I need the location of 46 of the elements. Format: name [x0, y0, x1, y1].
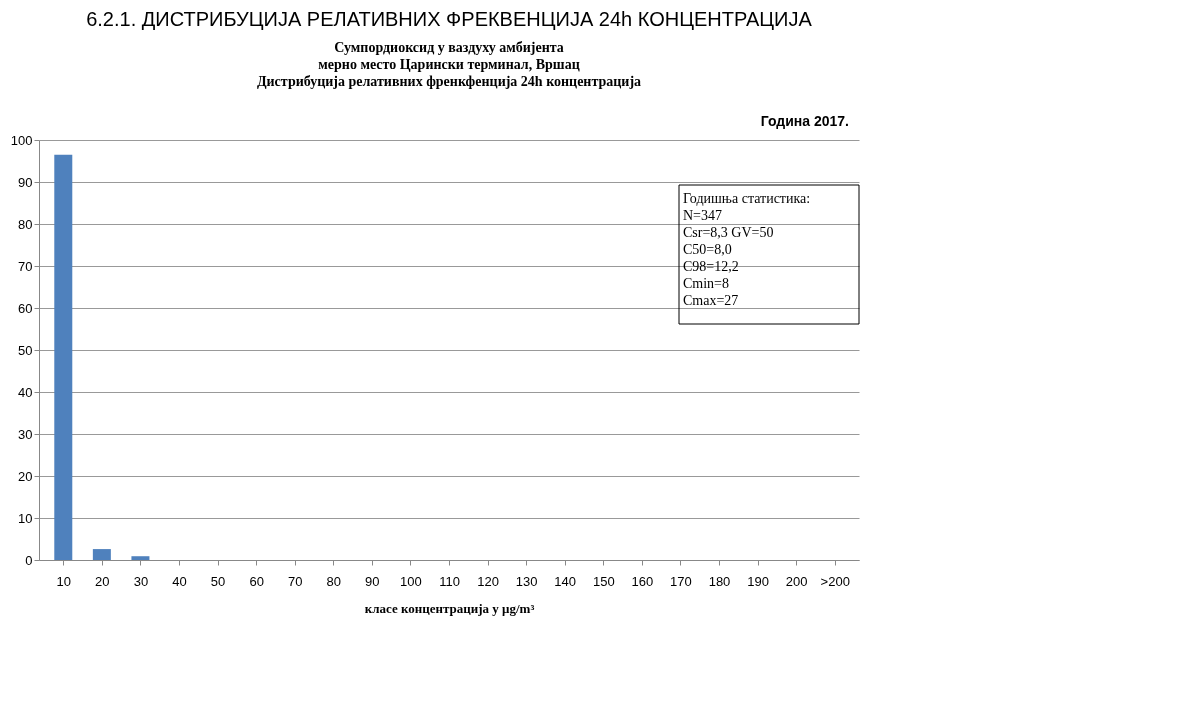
x-tick-label: 140	[554, 573, 577, 589]
bar	[131, 556, 150, 560]
bar	[92, 549, 111, 560]
annotation: N=347	[683, 208, 723, 223]
annotation: C50=8,0	[683, 242, 732, 257]
x-tick-label: 70	[287, 573, 303, 589]
x-tick-label: 60	[249, 573, 264, 589]
x-tick-label: 40	[172, 573, 187, 589]
annotation: Cmin=8	[683, 276, 730, 291]
x-tick-label: 170	[670, 573, 692, 589]
y-tick-label: 90	[18, 174, 33, 190]
x-tick-label: 190	[747, 573, 769, 589]
y-tick-label: 50	[18, 342, 33, 358]
y-tick-label: 20	[18, 468, 33, 484]
x-axis-title: класе концентрација у μg/m³	[364, 600, 535, 616]
y-tick-label: 0	[25, 552, 33, 568]
annotation: C98=12,2	[683, 259, 739, 274]
text: 6.2.1. ДИСТРИБУЦИЈА РЕЛАТИВНИХ ФРЕКВЕНЦИЈА 24h КОНЦЕНТРАЦИЈА	[86, 8, 813, 30]
x-tick-label: 20	[95, 573, 110, 589]
bar	[54, 154, 73, 560]
x-tick-label: 120	[477, 573, 499, 589]
y-tick-label: 70	[18, 258, 33, 274]
x-tick-label: 90	[365, 573, 380, 589]
y-tick-label: 60	[18, 300, 33, 316]
y-tick-label: 10	[18, 510, 33, 526]
x-tick-label: 200	[785, 573, 808, 589]
y-tick-label: 80	[18, 216, 33, 232]
x-tick-label: 180	[708, 573, 731, 589]
x-tick-label: >200	[820, 573, 850, 589]
annotation: Годишња статистика:	[683, 191, 811, 206]
y-tick-label: 100	[10, 132, 33, 148]
x-tick-label: 30	[133, 573, 149, 589]
x-tick-label: 50	[210, 573, 226, 589]
chart-title: Сумпордиоксид у ваздуху амбијента мерно место Царински терминал, Вршац Дистрибуција релативних френкфенција 24h концентрација	[256, 40, 642, 89]
x-tick-label: 130	[515, 573, 538, 589]
x-tick-label: 150	[592, 573, 615, 589]
x-tick-label: 160	[631, 573, 654, 589]
x-tick-label: 110	[439, 573, 460, 589]
x-tick-label: 100	[400, 573, 422, 589]
y-tick-label: 30	[18, 426, 33, 442]
x-tick-label: 10	[56, 573, 72, 589]
y-tick-label: 40	[18, 384, 33, 400]
x-tick-label: 80	[326, 573, 342, 589]
annotation: Csr=8,3 GV=50	[683, 225, 774, 240]
text: Година 2017.	[760, 113, 849, 129]
annotation: Cmax=27	[683, 293, 739, 308]
